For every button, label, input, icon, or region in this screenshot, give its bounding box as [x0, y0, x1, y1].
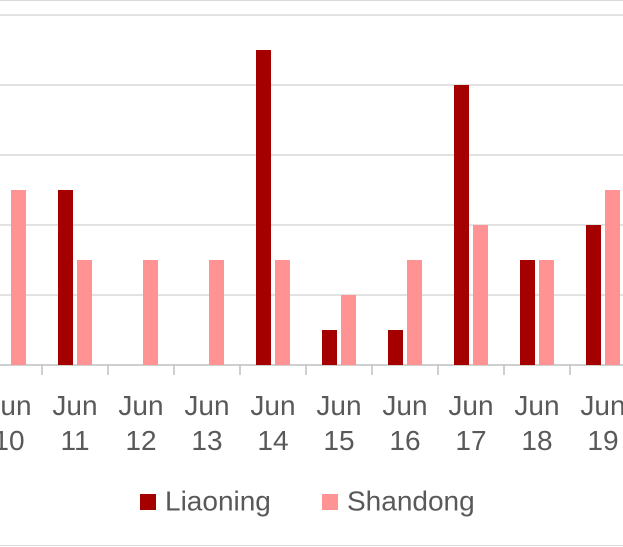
legend-swatch [140, 494, 156, 510]
bar [11, 190, 26, 365]
x-tick-label: Jun 15 [316, 390, 362, 456]
bar [341, 295, 356, 365]
bar [77, 260, 92, 365]
bar [407, 260, 422, 365]
legend-label: Shandong [347, 485, 475, 516]
bar [473, 225, 488, 365]
bar [322, 330, 337, 365]
x-tick-label: Jun 16 [382, 390, 428, 456]
x-tick-label: Jun 10 [0, 390, 32, 456]
bar [388, 330, 403, 365]
x-tick-label: Jun 14 [250, 390, 296, 456]
bar [209, 260, 224, 365]
bar [605, 190, 620, 365]
x-tick-label: Jun 19 [580, 390, 623, 456]
bar [454, 85, 469, 365]
legend-label: Liaoning [165, 485, 271, 516]
x-tick-label: Jun 17 [448, 390, 494, 456]
x-tick-label: Jun 13 [184, 390, 230, 456]
bar [586, 225, 601, 365]
bar [275, 260, 290, 365]
x-tick-label: Jun 11 [52, 390, 98, 456]
bar [256, 50, 271, 365]
bar [520, 260, 535, 365]
bar [539, 260, 554, 365]
bar [143, 260, 158, 365]
bar [58, 190, 73, 365]
legend-swatch [322, 494, 338, 510]
x-tick-label: Jun 12 [118, 390, 164, 456]
x-tick-label: Jun 18 [514, 390, 560, 456]
